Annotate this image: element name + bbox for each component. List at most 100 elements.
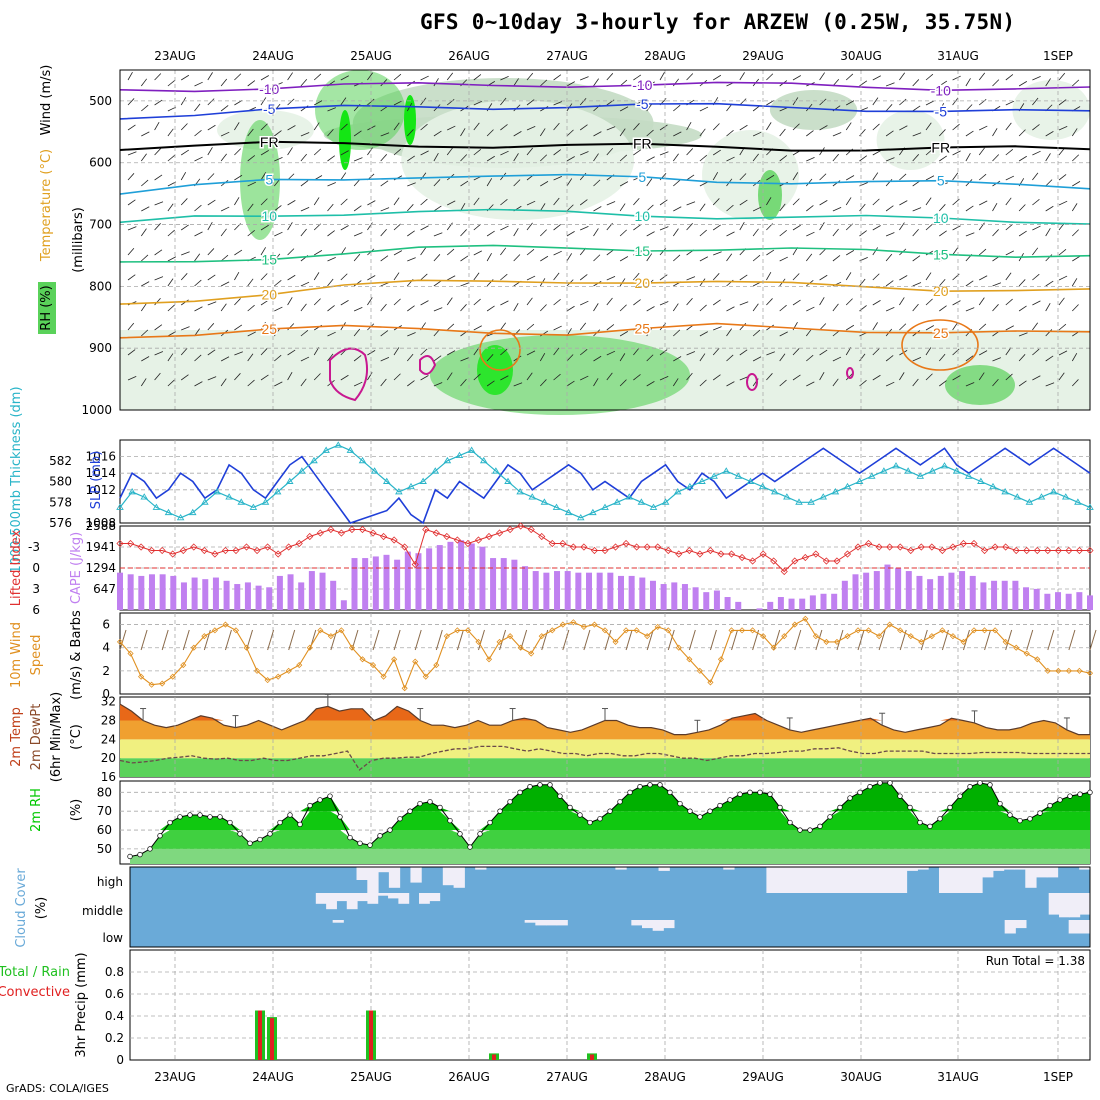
thickness-point bbox=[673, 488, 682, 495]
lifted-index-point bbox=[1012, 546, 1020, 555]
wind-barb bbox=[247, 278, 254, 287]
cloud-gap-high bbox=[852, 867, 864, 893]
wind-barb bbox=[965, 232, 975, 237]
wind-barb bbox=[141, 206, 150, 212]
wind-barb bbox=[859, 353, 866, 362]
contour-label: FR bbox=[931, 139, 950, 155]
wind-barb bbox=[154, 276, 164, 281]
thickness-point bbox=[710, 472, 718, 479]
wind-barb bbox=[1032, 247, 1039, 256]
lifted-index-point bbox=[843, 550, 852, 558]
rh-point bbox=[917, 819, 923, 826]
wind-barb bbox=[899, 275, 908, 281]
wind-barb bbox=[247, 155, 256, 162]
wind-barb bbox=[234, 373, 241, 381]
thickness-tick: 578 bbox=[49, 495, 72, 509]
thickness-point bbox=[152, 503, 161, 510]
wind-barb bbox=[141, 329, 149, 337]
wind-barb bbox=[553, 149, 562, 156]
wind-barb bbox=[154, 73, 162, 81]
wind-barb bbox=[274, 130, 282, 137]
rh-point bbox=[397, 816, 403, 822]
wind-barb bbox=[580, 151, 589, 156]
contour-label: 20 bbox=[933, 283, 949, 299]
wind-barb bbox=[686, 73, 694, 81]
wind-barb bbox=[952, 375, 961, 381]
cloud-gap-high bbox=[378, 867, 390, 873]
wind-barb bbox=[446, 72, 454, 81]
wind-barb-10m bbox=[224, 629, 232, 651]
wind-barb bbox=[619, 181, 629, 187]
cloud-gap-high bbox=[982, 867, 994, 878]
wind-barb bbox=[167, 229, 175, 237]
cloud-gap-middle bbox=[398, 893, 410, 904]
slp-tick: 1012 bbox=[85, 483, 116, 497]
contour-label: -5 bbox=[263, 101, 276, 117]
wind-speed-point bbox=[812, 633, 819, 640]
lifted-index-point bbox=[865, 539, 873, 548]
wind-barb-10m bbox=[1068, 629, 1076, 651]
wind-barb-10m bbox=[709, 629, 717, 651]
wind-barb bbox=[872, 75, 881, 81]
wind-speed-point bbox=[317, 627, 324, 634]
thickness-point bbox=[843, 482, 852, 490]
wind-barb bbox=[739, 323, 747, 331]
wind-barb bbox=[1005, 100, 1015, 106]
rh-point bbox=[217, 814, 223, 820]
rh-point bbox=[797, 827, 803, 833]
lifted-index-point bbox=[474, 536, 483, 544]
lifted-index-point bbox=[1044, 546, 1052, 555]
wind-barb bbox=[712, 299, 721, 306]
wind-barb bbox=[207, 124, 216, 131]
thickness-point bbox=[140, 493, 149, 500]
cape-bar bbox=[372, 556, 379, 610]
precip-conv-bar bbox=[270, 1018, 274, 1060]
wind-barb bbox=[646, 306, 655, 312]
wind-barb bbox=[207, 376, 217, 381]
wind-barb bbox=[992, 79, 1000, 87]
wind-barb bbox=[766, 174, 775, 181]
temp-fill-hot bbox=[120, 704, 1090, 721]
wind-barb bbox=[553, 197, 560, 206]
rh-point bbox=[417, 800, 423, 807]
wind-barb bbox=[978, 173, 987, 181]
rh-point bbox=[527, 784, 533, 790]
wind-barb bbox=[207, 147, 213, 156]
cloud-frame bbox=[129, 866, 1091, 948]
lifted-index-point bbox=[285, 543, 293, 551]
wind-barb bbox=[300, 132, 310, 137]
wind-barb-10m bbox=[246, 629, 254, 651]
wind-barb bbox=[234, 197, 240, 206]
wind-barb bbox=[446, 99, 455, 106]
lifted-index-point bbox=[633, 543, 641, 551]
thickness-point bbox=[479, 456, 488, 464]
wind-barb bbox=[1018, 380, 1027, 387]
wind-barb bbox=[526, 200, 536, 206]
cape-bar bbox=[905, 571, 912, 610]
wind-barb bbox=[939, 257, 948, 262]
wind-barb bbox=[965, 205, 974, 212]
wind-barb bbox=[486, 253, 492, 262]
lifted-index-point bbox=[327, 525, 335, 534]
rh-point bbox=[467, 844, 473, 850]
wind-barb bbox=[420, 150, 429, 156]
wind-barb bbox=[1058, 249, 1067, 256]
wind-barb bbox=[220, 131, 230, 137]
thickness-point bbox=[1074, 498, 1082, 505]
wind-barb bbox=[939, 155, 947, 162]
wind-barb bbox=[752, 303, 759, 312]
thickness-point bbox=[176, 513, 185, 521]
wind-barb bbox=[274, 231, 283, 237]
rh-point bbox=[347, 834, 353, 841]
wind-barb bbox=[220, 254, 229, 262]
wind-barb bbox=[659, 226, 669, 231]
wind-barb bbox=[1005, 347, 1012, 356]
cloud-gap-middle bbox=[326, 893, 337, 910]
wind-barb bbox=[1045, 205, 1054, 212]
lifted-index-point bbox=[791, 557, 799, 565]
wind-barb bbox=[646, 253, 653, 262]
rh-point bbox=[137, 851, 143, 858]
wind-barb bbox=[446, 297, 453, 306]
wind-barb bbox=[912, 282, 922, 287]
contour-label: FR bbox=[260, 134, 279, 150]
